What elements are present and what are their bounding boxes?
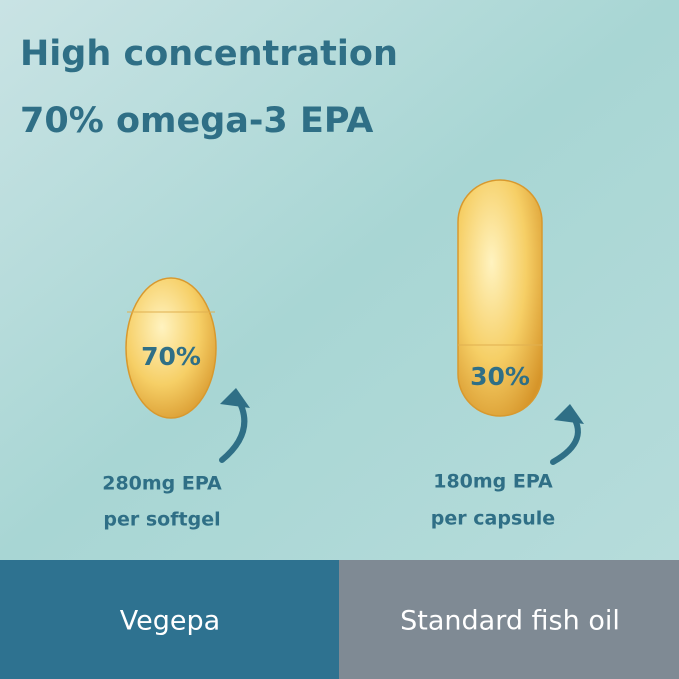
capsule	[457, 179, 543, 417]
unit-label: per softgel	[103, 509, 220, 531]
footer-right	[339, 560, 679, 679]
unit-label: per capsule	[431, 508, 555, 530]
arrow-head	[220, 388, 250, 408]
title-line: High concentration	[20, 34, 398, 74]
product-name: Vegepa	[120, 606, 220, 637]
title-line: 70% omega-3 EPA	[20, 101, 373, 141]
softgel	[125, 277, 217, 419]
amount-label: 280mg EPA	[102, 473, 222, 495]
amount-label: 180mg EPA	[433, 471, 553, 493]
arrow-head	[554, 404, 584, 424]
percent-label: 70%	[141, 342, 201, 371]
footer-left	[0, 560, 339, 679]
percent-label: 30%	[470, 362, 530, 391]
background	[0, 0, 679, 560]
product-name: Standard fish oil	[400, 606, 620, 637]
